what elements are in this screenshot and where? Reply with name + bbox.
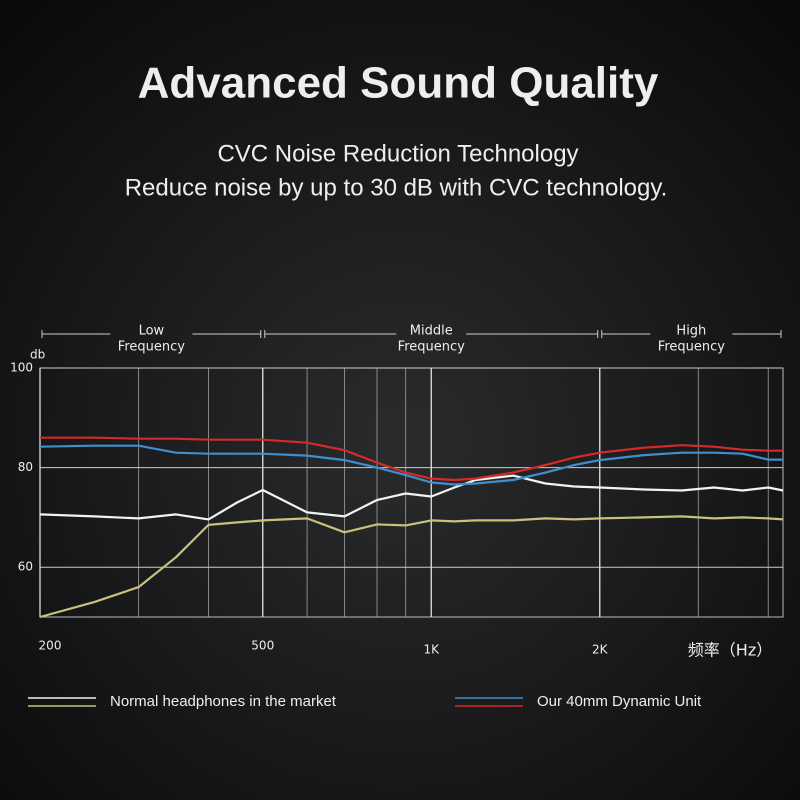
x-tick-label: 1K xyxy=(423,643,440,657)
x-tick-label: 500 xyxy=(251,639,274,653)
x-tick-label: 200 xyxy=(39,639,62,653)
y-tick-label: 60 xyxy=(18,560,33,574)
band-label: Low xyxy=(139,324,165,339)
series-line xyxy=(40,436,783,482)
series-line xyxy=(39,474,784,521)
legend-label: Our 40mm Dynamic Unit xyxy=(537,693,702,710)
legend-label: Normal headphones in the market xyxy=(110,693,337,710)
band-label: High xyxy=(676,324,706,339)
x-axis-label: 频率（Hz） xyxy=(688,641,772,660)
series-line xyxy=(39,444,783,486)
band-label: Frequency xyxy=(658,340,725,355)
chart-title: Advanced Sound Quality xyxy=(138,59,659,108)
y-tick-label: 80 xyxy=(18,460,33,474)
y-tick-label: 100 xyxy=(10,361,33,375)
subtitle: CVC Noise Reduction Technology xyxy=(217,140,578,167)
x-tick-label: 2K xyxy=(592,643,609,657)
y-axis-label: db xyxy=(30,348,45,362)
band-label: Middle xyxy=(410,324,453,339)
series-line xyxy=(39,515,784,619)
band-label: Frequency xyxy=(118,340,185,355)
band-label: Frequency xyxy=(398,340,465,355)
subtitle: Reduce noise by up to 30 dB with CVC tec… xyxy=(125,174,668,201)
